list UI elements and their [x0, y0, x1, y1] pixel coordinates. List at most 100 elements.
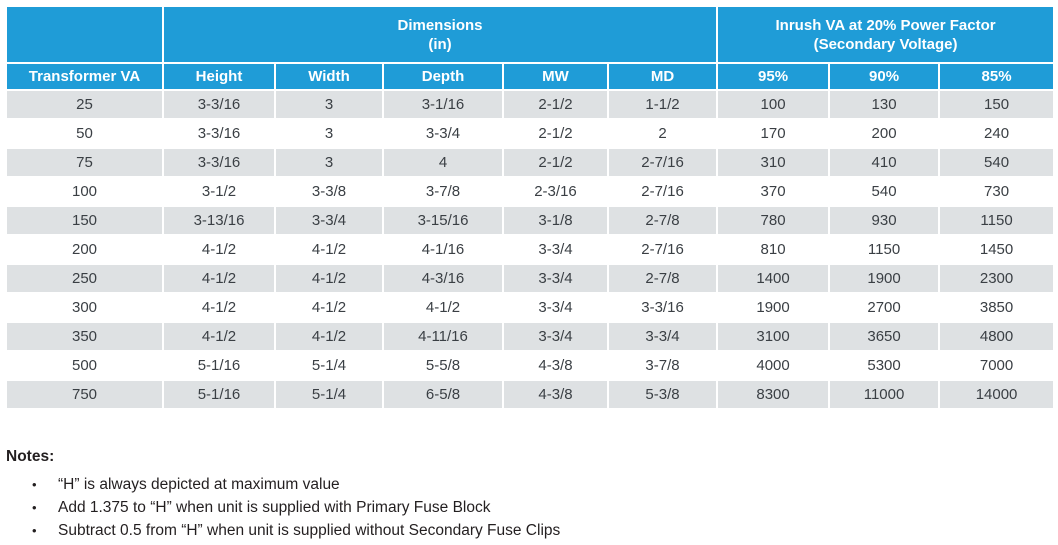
table-cell: 50: [5, 118, 164, 149]
table-cell: 1150: [828, 234, 941, 265]
table-cell: 3650: [828, 321, 941, 352]
table-cell: 4-1/2: [382, 292, 504, 323]
table-cell: 5-3/8: [606, 379, 719, 410]
table-cell: 2300: [938, 263, 1056, 294]
column-header-95pct: 95%: [716, 62, 831, 91]
column-header-width: Width: [274, 62, 384, 91]
table-cell: 3-3/4: [382, 118, 504, 149]
table-row: 75 3-3/16 3 4 2-1/2 2-7/16 310 410 540: [5, 147, 1056, 178]
table-cell: 2-3/16: [502, 176, 609, 207]
bullet-icon: •: [32, 500, 37, 515]
table-cell: 75: [5, 147, 164, 178]
table-cell: 200: [5, 234, 164, 265]
table-cell: 5300: [828, 350, 941, 381]
table-row: 50 3-3/16 3 3-3/4 2-1/2 2 170 200 240: [5, 118, 1056, 149]
table-cell: 810: [716, 234, 831, 265]
table-cell: 5-1/4: [274, 350, 384, 381]
bullet-icon: •: [32, 477, 37, 492]
table-row: 500 5-1/16 5-1/4 5-5/8 4-3/8 3-7/8 4000 5300 700…: [5, 350, 1056, 381]
table-cell: 2-1/2: [502, 147, 609, 178]
table-cell: 4-1/2: [162, 234, 276, 265]
table-cell: 8300: [716, 379, 831, 410]
table-cell: 2-7/16: [606, 147, 719, 178]
table-cell: 4-1/2: [162, 263, 276, 294]
column-header-height: Height: [162, 62, 276, 91]
table-cell: 350: [5, 321, 164, 352]
table-cell: 5-1/4: [274, 379, 384, 410]
table-cell: 11000: [828, 379, 941, 410]
table-row: 100 3-1/2 3-3/8 3-7/8 2-3/16 2-7/16 370 540 730: [5, 176, 1056, 207]
table-cell: 370: [716, 176, 831, 207]
table-cell: 3-3/8: [274, 176, 384, 207]
table-cell: 250: [5, 263, 164, 294]
table-cell: 4-3/16: [382, 263, 504, 294]
table-cell: 2-1/2: [502, 118, 609, 149]
table-cell: 1900: [828, 263, 941, 294]
table-cell: 150: [5, 205, 164, 236]
table-cell: 240: [938, 118, 1056, 149]
table-cell: 4-1/2: [162, 321, 276, 352]
table-cell: 200: [828, 118, 941, 149]
table-cell: 3-1/2: [162, 176, 276, 207]
table-cell: 2: [606, 118, 719, 149]
table-cell: 3-3/4: [606, 321, 719, 352]
table-cell: 310: [716, 147, 831, 178]
table-row: 350 4-1/2 4-1/2 4-11/16 3-3/4 3-3/4 3100 3650 48…: [5, 321, 1056, 352]
table-cell: 1400: [716, 263, 831, 294]
table-cell: 2-7/8: [606, 205, 719, 236]
table-cell: 2-7/16: [606, 234, 719, 265]
dimensions-group-header: Dimensions (in): [161, 5, 719, 64]
inrush-group-line2: (Secondary Voltage): [813, 35, 958, 53]
table-cell: 150: [938, 89, 1056, 120]
table-cell: 4-1/2: [274, 292, 384, 323]
table-cell: 750: [5, 379, 164, 410]
table-cell: 3-3/4: [502, 321, 609, 352]
table-cell: 780: [716, 205, 831, 236]
table-cell: 3-3/4: [502, 234, 609, 265]
table-cell: 410: [828, 147, 941, 178]
dimensions-group-line1: Dimensions: [397, 16, 483, 34]
table-cell: 3-15/16: [382, 205, 504, 236]
note-item: • Add 1.375 to “H” when unit is supplied…: [6, 496, 1058, 519]
table-cell: 3-3/16: [162, 118, 276, 149]
table-cell: 3: [274, 118, 384, 149]
column-header-mw: MW: [502, 62, 609, 91]
table-cell: 4-3/8: [502, 350, 609, 381]
table-cell: 4-1/2: [162, 292, 276, 323]
table-row: 300 4-1/2 4-1/2 4-1/2 3-3/4 3-3/16 1900 2700 385…: [5, 292, 1056, 323]
note-item: • “H” is always depicted at maximum valu…: [6, 473, 1058, 496]
inrush-group-header: Inrush VA at 20% Power Factor (Secondary…: [716, 5, 1056, 64]
table-cell: 100: [5, 176, 164, 207]
table-cell: 3-1/8: [502, 205, 609, 236]
table-cell: 930: [828, 205, 941, 236]
column-header-85pct: 85%: [938, 62, 1056, 91]
notes-section: Notes: • “H” is always depicted at maxim…: [6, 448, 1058, 542]
table-cell: 3-3/16: [606, 292, 719, 323]
column-header-90pct: 90%: [828, 62, 941, 91]
table-cell: 1-1/2: [606, 89, 719, 120]
table-cell: 5-1/16: [162, 350, 276, 381]
note-item: • Subtract 0.5 from “H” when unit is sup…: [6, 519, 1058, 542]
transformer-spec-table: Dimensions (in) Inrush VA at 20% Power F…: [5, 5, 1056, 410]
table-cell: 540: [828, 176, 941, 207]
table-cell: 3100: [716, 321, 831, 352]
inrush-group-line1: Inrush VA at 20% Power Factor: [775, 16, 996, 34]
table-cell: 500: [5, 350, 164, 381]
table-cell: 1450: [938, 234, 1056, 265]
table-cell: 4-11/16: [382, 321, 504, 352]
table-cell: 2700: [828, 292, 941, 323]
table-row: 250 4-1/2 4-1/2 4-3/16 3-3/4 2-7/8 1400 1900 230…: [5, 263, 1056, 294]
table-cell: 3850: [938, 292, 1056, 323]
column-header-md: MD: [606, 62, 719, 91]
table-cell: 2-7/16: [606, 176, 719, 207]
table-cell: 130: [828, 89, 941, 120]
table-cell: 4-1/2: [274, 234, 384, 265]
table-cell: 7000: [938, 350, 1056, 381]
table-cell: 14000: [938, 379, 1056, 410]
table-cell: 6-5/8: [382, 379, 504, 410]
table-cell: 2-1/2: [502, 89, 609, 120]
table-cell: 4800: [938, 321, 1056, 352]
table-cell: 4-1/2: [274, 263, 384, 294]
table-cell: 730: [938, 176, 1056, 207]
